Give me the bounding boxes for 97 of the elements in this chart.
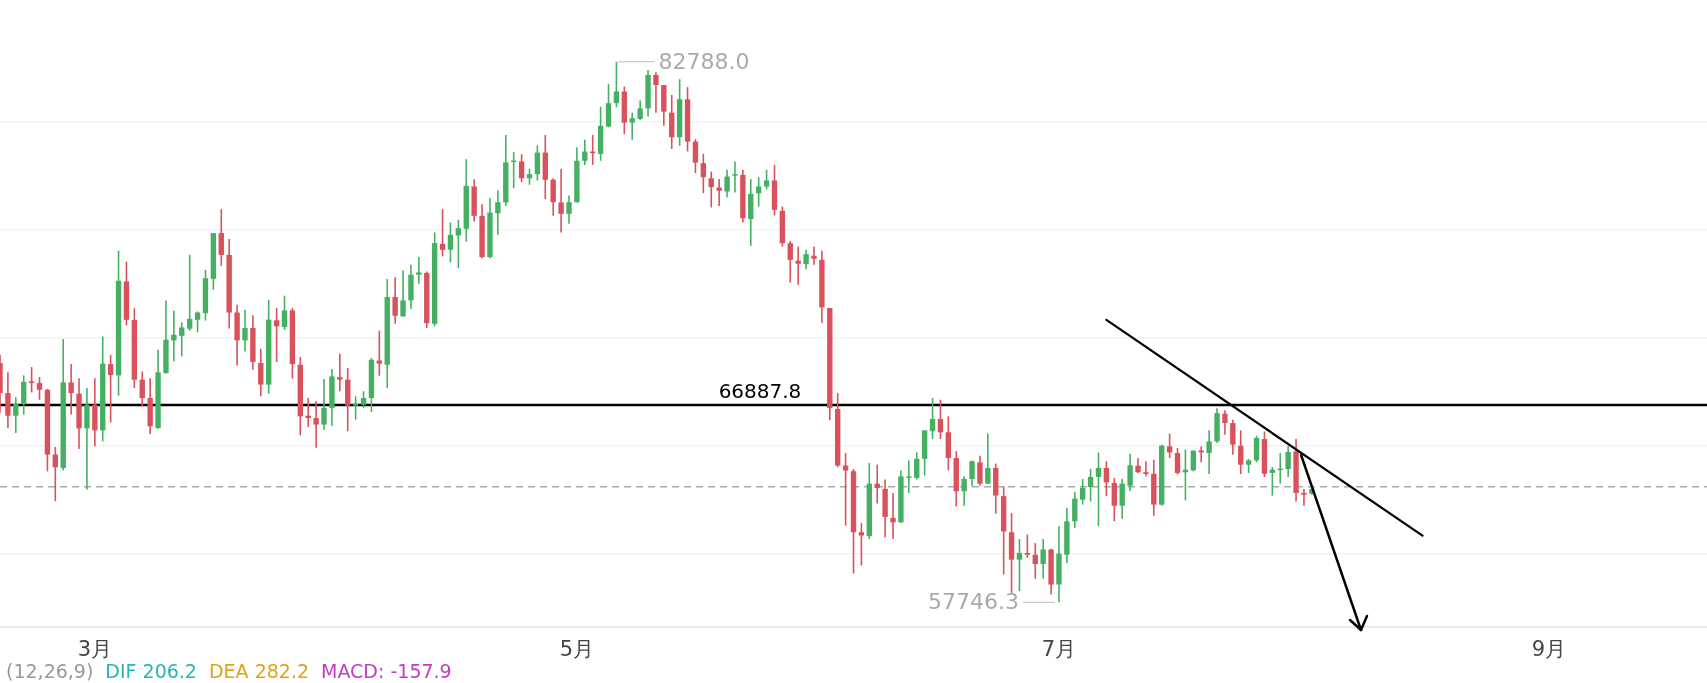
candlestick xyxy=(1285,445,1291,478)
candlestick xyxy=(313,400,319,449)
candlestick xyxy=(906,459,912,494)
candlestick xyxy=(1230,419,1236,456)
candlestick xyxy=(787,240,793,284)
candlestick xyxy=(186,254,193,332)
candlestick xyxy=(194,310,201,334)
candlestick xyxy=(84,387,90,491)
candlestick xyxy=(13,396,19,434)
candlestick xyxy=(281,294,288,331)
candlestick xyxy=(1040,538,1046,580)
candlestick xyxy=(1079,478,1086,506)
candlestick xyxy=(550,177,556,217)
candlestick xyxy=(1095,451,1102,528)
candlestick xyxy=(376,329,383,377)
candlestick xyxy=(558,167,564,234)
candlestick xyxy=(566,194,572,225)
candlestick xyxy=(732,160,738,194)
text: DEA 282.2 xyxy=(208,660,310,682)
candlestick xyxy=(811,245,817,266)
candlestick xyxy=(937,398,944,440)
candlestick xyxy=(605,83,612,129)
candlestick xyxy=(447,221,454,264)
candlestick xyxy=(258,347,264,398)
candlestick xyxy=(692,138,699,174)
candlestick xyxy=(1032,542,1038,580)
candlestick xyxy=(352,395,359,421)
candlestick xyxy=(439,208,446,258)
candlestick xyxy=(929,397,936,440)
candlestick xyxy=(977,454,983,487)
text: DIF 206.2 xyxy=(105,660,197,682)
x-tick-label: 7月 xyxy=(1041,637,1077,661)
candlestick xyxy=(218,208,224,267)
candlestick xyxy=(1103,460,1110,497)
candlestick xyxy=(534,144,541,182)
candlestick xyxy=(969,459,975,488)
candlestick xyxy=(416,256,422,285)
ref-line-label: 66887.8 xyxy=(718,378,802,403)
candlestick xyxy=(455,218,462,269)
candlestick xyxy=(1119,478,1125,520)
candlestick xyxy=(495,189,501,236)
candlestick xyxy=(518,153,525,183)
annotation: 82788.0 xyxy=(658,48,750,74)
candlestick xyxy=(755,176,762,208)
candlestick xyxy=(1301,488,1307,507)
candlestick xyxy=(1024,533,1031,559)
candlestick xyxy=(321,378,327,431)
candlestick xyxy=(890,492,896,540)
candlestick xyxy=(1190,449,1196,473)
candlestick xyxy=(1072,491,1078,529)
candlestick xyxy=(582,139,588,166)
annotation: 57746.3 xyxy=(927,589,1019,615)
candlestick xyxy=(629,111,635,141)
x-tick-label: 3月 xyxy=(77,637,113,661)
candlestick xyxy=(795,245,801,286)
x-tick-label: 5月 xyxy=(559,637,595,661)
candlestick xyxy=(1198,445,1204,464)
candlestick xyxy=(1206,429,1212,475)
candlestick xyxy=(107,354,114,424)
candlestick xyxy=(1166,432,1173,459)
candlestick xyxy=(914,451,920,481)
candlestick xyxy=(653,71,659,114)
text: MACD: -157.9 xyxy=(321,660,452,682)
candlestick xyxy=(5,371,11,429)
candlestick xyxy=(21,374,27,416)
candlestick xyxy=(28,366,35,394)
candlestick xyxy=(400,269,406,318)
candlestick xyxy=(700,153,707,194)
candlestick xyxy=(36,376,43,401)
candlestick xyxy=(1238,429,1244,475)
candlestick xyxy=(763,169,770,191)
candlestick xyxy=(708,170,714,209)
candlestick xyxy=(724,169,730,199)
candlestick xyxy=(242,308,248,353)
candlestick xyxy=(171,310,177,363)
candlestick xyxy=(803,248,809,270)
candlestick xyxy=(179,321,185,358)
candlestick xyxy=(1111,477,1117,523)
candlestick xyxy=(273,307,280,363)
text: (12,26,9) xyxy=(6,660,94,682)
candlestick xyxy=(961,475,967,507)
candlestick xyxy=(1127,452,1133,493)
candlestick xyxy=(1174,447,1181,476)
candlestick xyxy=(985,432,991,485)
candlestick xyxy=(139,370,145,408)
candlestick xyxy=(1087,468,1094,503)
x-tick-label: 9月 xyxy=(1531,637,1567,661)
candlestick xyxy=(1143,460,1149,478)
candlestick xyxy=(337,352,343,393)
candlestick xyxy=(842,452,849,527)
candlestick xyxy=(637,99,643,121)
candlestick xyxy=(68,363,74,416)
candlestick xyxy=(716,178,722,207)
candlestick xyxy=(1016,538,1023,592)
candlestick xyxy=(392,276,398,325)
candlestick xyxy=(1222,409,1228,436)
candlestick xyxy=(1253,434,1260,464)
